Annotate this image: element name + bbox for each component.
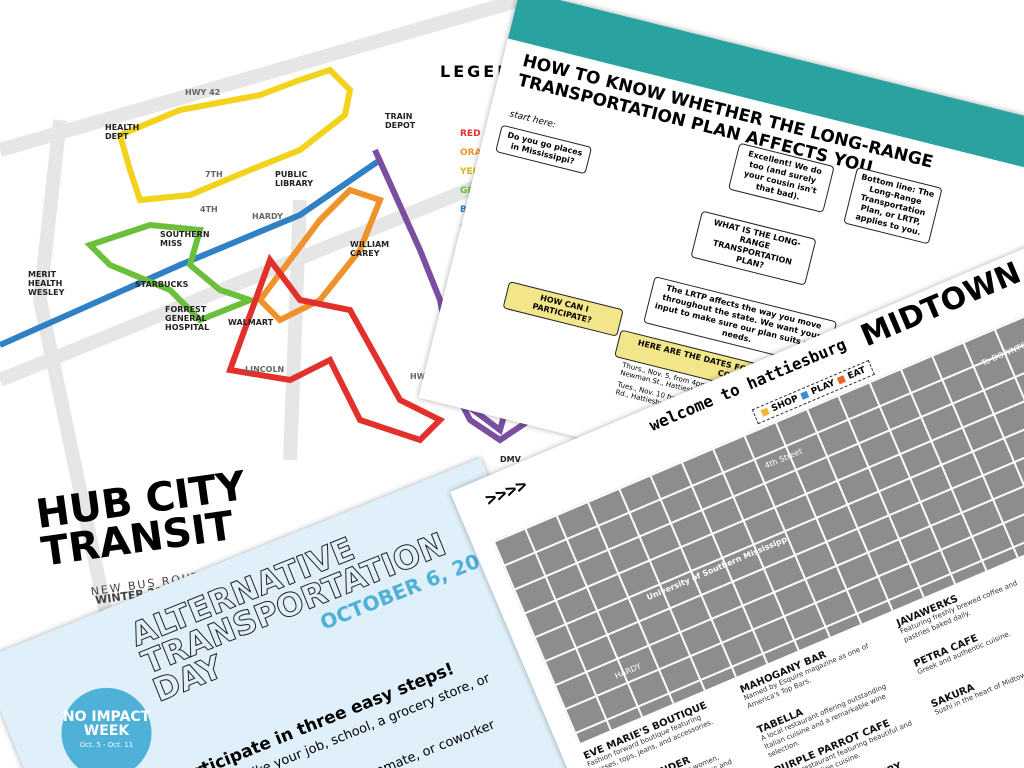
road: 4TH: [200, 205, 218, 214]
place: SOUTHERN MISS: [160, 230, 210, 248]
place: HEALTH DEPT: [105, 123, 140, 141]
key-item: PLAY: [809, 378, 837, 398]
place: WALMART: [228, 318, 274, 327]
place: FORREST GENERAL HOSPITAL: [165, 305, 210, 332]
road: LINCOLN: [245, 365, 285, 374]
place: WILLIAM CAREY: [350, 240, 390, 258]
road: HWY 42: [185, 88, 221, 97]
badge-dates: Oct. 5 - Oct. 11: [79, 740, 134, 749]
badge: NO IMPACT WEEK Oct. 5 - Oct. 11: [61, 687, 152, 768]
road: HARDY: [252, 212, 283, 221]
place: PUBLIC LIBRARY: [275, 170, 314, 188]
badge-title: NO IMPACT WEEK: [62, 708, 151, 739]
legend-color: RED: [460, 129, 481, 139]
place: STARBUCKS: [135, 280, 189, 289]
chevrons: >>>>: [482, 474, 531, 511]
question-box: Do you go places in Mississippi?: [495, 124, 593, 175]
key-item: SHOP: [770, 393, 801, 415]
key-item: EAT: [846, 365, 868, 382]
road: 7TH: [205, 170, 223, 179]
place: TRAIN DEPOT: [385, 112, 416, 130]
box: HOW CAN I PARTICIPATE?: [502, 281, 624, 337]
box: WHAT IS THE LONG-RANGE TRANSPORTATION PL…: [690, 210, 817, 286]
place: DMV: [500, 455, 521, 464]
place: MERIT HEALTH WESLEY: [28, 270, 65, 297]
